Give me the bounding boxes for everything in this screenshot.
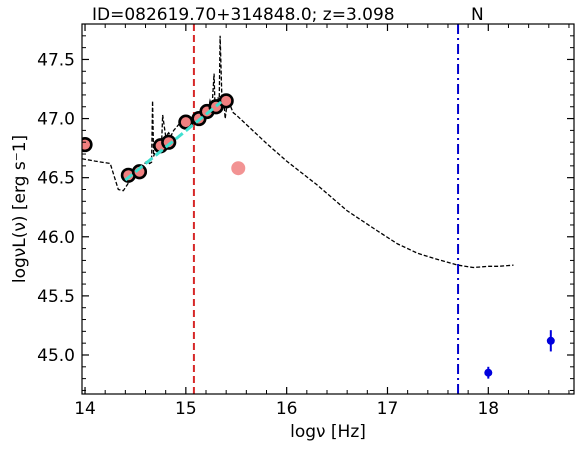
plot-content: [82, 24, 555, 394]
outlier-photometry-point: [231, 161, 246, 176]
photometry-point: [82, 136, 93, 153]
y-tick-label: 46.0: [37, 228, 75, 248]
photometry-point: [131, 164, 148, 180]
axes-frame: [81, 23, 575, 395]
xray-point: [546, 336, 555, 345]
y-tick-label: 45.5: [37, 287, 75, 307]
axes: 14 15 16 17 18 45.0 45.5 46.0 46.5 47.0 47.5: [37, 23, 575, 419]
y-tick-label: 47.5: [37, 50, 75, 70]
y-tick-label: 47.0: [37, 110, 75, 130]
y-tick-label: 46.5: [37, 169, 75, 189]
x-tick-label: 18: [477, 399, 499, 419]
y-tick-label: 45.0: [37, 346, 75, 366]
chart-title-flag: N: [471, 5, 484, 25]
y-axis-label: logνL(ν) [erg s⁻1]: [10, 135, 30, 283]
x-tick-label: 16: [276, 399, 298, 419]
photometry-point: [218, 93, 234, 109]
chart-title: ID=082619.70+314848.0; z=3.098: [92, 5, 395, 25]
xray-point: [484, 368, 493, 377]
x-tick-label: 14: [74, 399, 96, 419]
x-axis-label: logν [Hz]: [290, 422, 366, 442]
photometry-point: [178, 114, 194, 130]
plot-area: [82, 24, 555, 394]
powerlaw-fit-line: [124, 100, 223, 182]
x-tick-label: 15: [175, 399, 197, 419]
sed-template-line: [82, 35, 514, 269]
x-tick-label: 17: [377, 399, 399, 419]
